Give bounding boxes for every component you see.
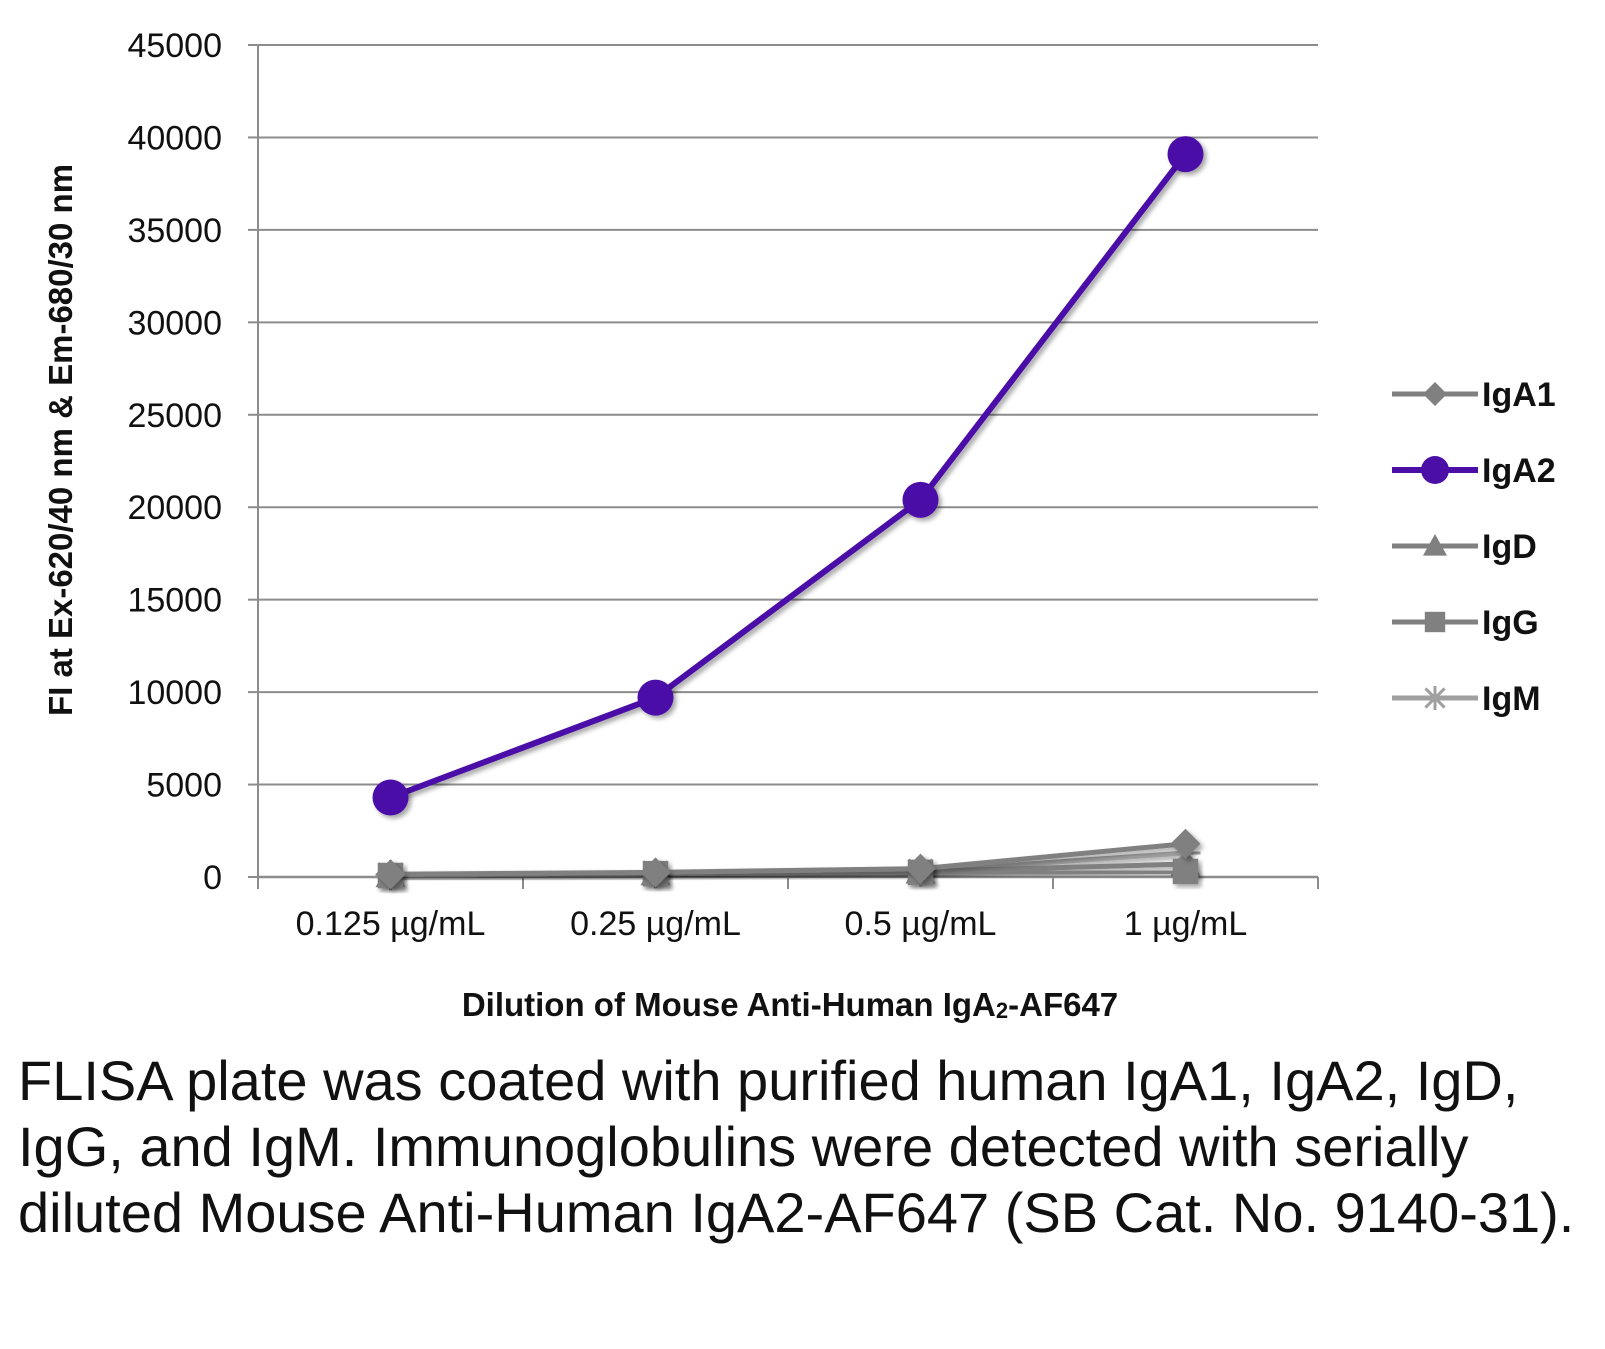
legend-item-igm: IgM bbox=[1392, 680, 1541, 718]
legend: IgA1 IgA2 IgD IgG IgM bbox=[1392, 376, 1556, 718]
y-tick-label-35000: 35000 bbox=[127, 212, 222, 250]
legend-marker-igm bbox=[1423, 686, 1447, 710]
y-tick-label-40000: 40000 bbox=[127, 119, 222, 157]
x-tick-label: 0.125 µg/mL bbox=[296, 905, 486, 943]
axes: 0 5000 10000 15000 20000 25000 30000 35000 40000… bbox=[127, 27, 1319, 943]
series-iga2 bbox=[372, 136, 1204, 816]
data-point-iga2 bbox=[372, 779, 409, 816]
x-axis-title-subscript: 2 bbox=[996, 998, 1008, 1023]
x-tick-label: 0.5 µg/mL bbox=[845, 905, 997, 943]
x-axis-title: Dilution of Mouse Anti-Human IgA2-AF647 bbox=[462, 986, 1118, 1023]
data-point-iga1 bbox=[640, 857, 671, 888]
y-axis-title: FI at Ex-620/40 nm & Em-680/30 nm bbox=[42, 164, 79, 716]
legend-label-igm: IgM bbox=[1482, 680, 1541, 718]
legend-label-iga1: IgA1 bbox=[1482, 376, 1556, 414]
legend-label-igg: IgG bbox=[1482, 604, 1539, 642]
y-tick-label-0: 0 bbox=[203, 859, 222, 897]
y-tick-label-25000: 25000 bbox=[127, 397, 222, 435]
series-iga1 bbox=[375, 828, 1201, 890]
legend-label-igd: IgD bbox=[1482, 528, 1537, 566]
y-tick-label-10000: 10000 bbox=[127, 674, 222, 712]
data-point-igg bbox=[1172, 858, 1199, 885]
legend-marker-iga1 bbox=[1423, 382, 1447, 406]
y-tick-label-15000: 15000 bbox=[127, 582, 222, 620]
chart: 0 5000 10000 15000 20000 25000 30000 35000 40000… bbox=[42, 27, 1556, 1023]
gridlines bbox=[258, 44, 1318, 786]
data-point-iga2 bbox=[637, 679, 674, 716]
legend-item-igd: IgD bbox=[1392, 528, 1537, 566]
data-point-iga1 bbox=[375, 859, 406, 890]
legend-marker-iga2 bbox=[1421, 456, 1449, 484]
legend-marker-igg bbox=[1424, 611, 1446, 633]
y-tick-label-45000: 45000 bbox=[127, 27, 222, 65]
legend-marker-igd bbox=[1423, 534, 1447, 556]
legend-item-iga2: IgA2 bbox=[1392, 452, 1556, 490]
data-point-iga2 bbox=[902, 481, 939, 518]
x-axis-title-tail: -AF647 bbox=[1008, 986, 1118, 1023]
y-tick-label-20000: 20000 bbox=[127, 489, 222, 527]
series-line-iga2 bbox=[389, 152, 1188, 801]
data-point-iga1 bbox=[905, 853, 936, 884]
series-line-iga1 bbox=[390, 841, 1186, 877]
legend-item-igg: IgG bbox=[1392, 604, 1539, 642]
figure-caption: FLISA plate was coated with purified hum… bbox=[18, 1049, 1575, 1244]
legend-label-iga2: IgA2 bbox=[1482, 452, 1556, 490]
data-point-iga1 bbox=[1170, 828, 1201, 859]
y-tick-label-30000: 30000 bbox=[127, 304, 222, 342]
x-axis-title-main: Dilution of Mouse Anti-Human IgA bbox=[462, 986, 996, 1023]
y-tick-label-5000: 5000 bbox=[146, 767, 222, 805]
x-tick-label: 0.25 µg/mL bbox=[570, 905, 741, 943]
legend-item-iga1: IgA1 bbox=[1392, 376, 1556, 414]
x-tick-label: 1 µg/mL bbox=[1124, 905, 1248, 943]
series-lines bbox=[372, 136, 1204, 891]
data-point-iga2 bbox=[1167, 136, 1204, 173]
